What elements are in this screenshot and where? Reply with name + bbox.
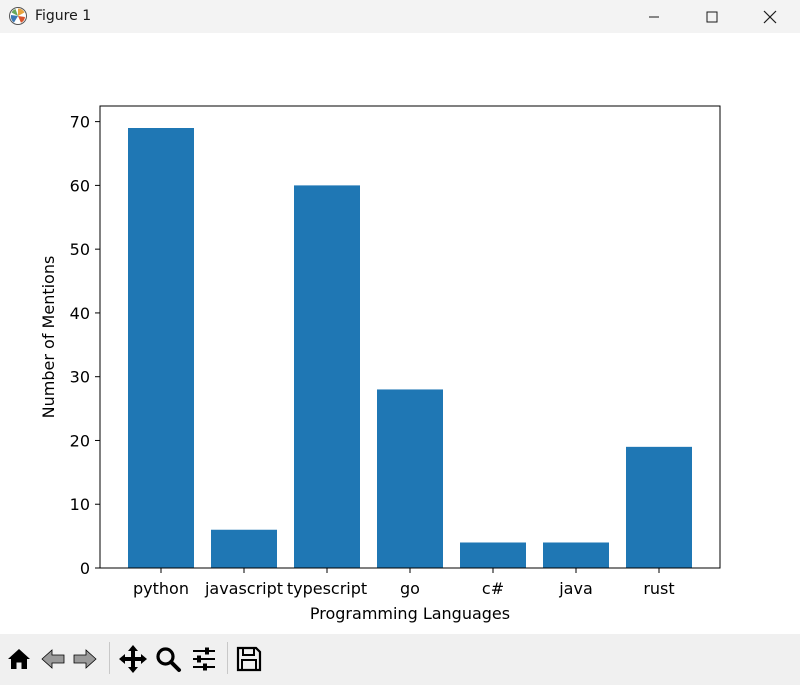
matplotlib-icon [8,6,28,26]
x-tick-label: rust [643,579,674,598]
minimize-button[interactable] [625,0,683,33]
configure-subplots-button[interactable] [188,641,220,677]
y-tick-label: 40 [70,304,90,323]
bar-python [128,128,194,568]
x-tick-label: python [133,579,189,598]
bar-java [543,542,609,568]
zoom-button[interactable] [152,641,184,677]
pan-button[interactable] [117,641,149,677]
bar-typescript [294,185,360,569]
configure-subplots-icon [193,647,215,671]
bar-chart: 0 10 20 30 40 50 60 70 python javascript typescri… [39,105,721,623]
maximize-icon [706,11,718,22]
x-axis-label: Programming Languages [310,604,510,623]
back-button[interactable] [37,641,69,677]
window-titlebar: Figure 1 [0,0,800,33]
y-axis-label: Number of Mentions [39,256,58,419]
y-tick-label: 60 [70,176,90,195]
x-tick-label: javascript [204,579,283,598]
minimize-icon [649,16,659,17]
window-title: Figure 1 [35,8,92,24]
y-tick-label: 20 [70,431,90,450]
x-tick-label: typescript [287,579,367,598]
save-button[interactable] [233,641,265,677]
bar-go [377,389,443,568]
x-tick-label: go [400,579,420,598]
home-button[interactable] [3,641,35,677]
zoom-magnifier-icon [156,647,181,672]
forward-button[interactable] [69,641,101,677]
y-tick-label: 10 [70,495,90,514]
y-axis-ticks: 0 10 20 30 40 50 60 70 [70,113,100,578]
bar-rust [626,446,692,568]
figure-canvas[interactable]: 0 10 20 30 40 50 60 70 python javascript typescri… [0,33,800,634]
y-tick-label: 0 [80,559,90,578]
maximize-button[interactable] [683,0,741,33]
home-icon [8,649,30,669]
close-icon [763,10,777,23]
axes-frame [99,105,721,569]
y-tick-label: 50 [70,240,90,259]
y-tick-label: 70 [70,113,90,132]
bars-group [128,128,692,569]
x-tick-label: java [558,579,593,598]
back-arrow-icon [41,649,65,669]
close-button[interactable] [741,0,799,33]
y-tick-label: 30 [70,368,90,387]
toolbar-separator [227,642,228,674]
toolbar-separator [109,642,110,674]
pan-move-icon [119,645,147,673]
forward-arrow-icon [73,649,97,669]
save-floppy-icon [236,646,262,672]
x-axis-ticks: python javascript typescript go c# java rust [133,568,675,598]
bar-c# [460,542,526,568]
bar-javascript [211,529,277,568]
x-tick-label: c# [482,579,504,598]
